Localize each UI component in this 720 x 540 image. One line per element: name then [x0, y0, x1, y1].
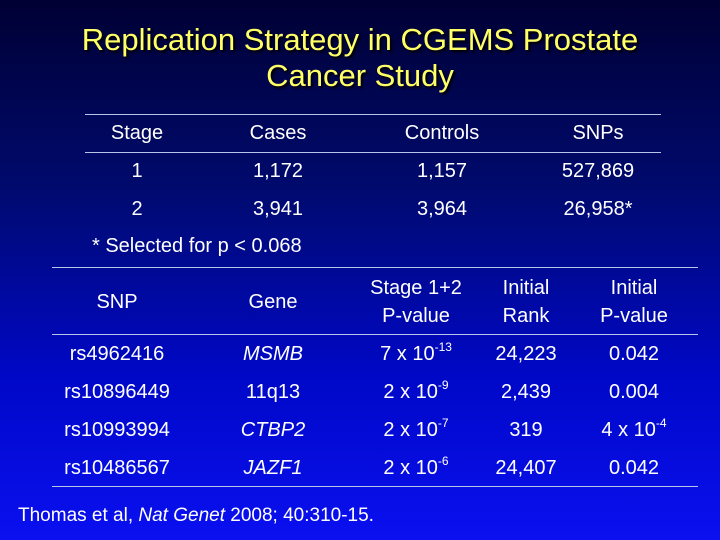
p-exponent: -4 [655, 416, 667, 430]
stage-cell: 2 [131, 198, 143, 220]
initial-p-value: 0.042 [609, 342, 659, 366]
initial-p-value: 0.042 [609, 456, 659, 480]
citation: Thomas et al, Nat Genet 2008; 40:310-15. [18, 505, 374, 527]
snp-id: rs10896449 [64, 381, 170, 403]
stage-cell: 3,964 [416, 198, 468, 220]
stage-footnote: * Selected for p < 0.068 [92, 235, 302, 257]
snp-header: P-value [600, 305, 668, 327]
gene-name: 11q13 [245, 381, 301, 403]
stage-cell: 527,869 [561, 160, 635, 182]
gene-name: CTBP2 [240, 419, 306, 441]
stage-header: SNPs [572, 122, 624, 144]
initial-p-value: 4 x 10-4 [601, 416, 667, 442]
snp-header: P-value [382, 305, 450, 327]
citation-journal: Nat Genet [138, 505, 225, 526]
p-base: 2 x 10 [383, 419, 438, 441]
p-exponent: -13 [434, 340, 452, 354]
stage-header: Stage [110, 122, 164, 144]
snp-header: Gene [248, 291, 298, 313]
snp-header: Initial [502, 277, 550, 299]
citation-authors: Thomas et al, [18, 505, 139, 526]
title-line-1: Replication Strategy in CGEMS Prostate [81, 22, 639, 57]
stage-cell: 3,941 [252, 198, 304, 220]
initial-rank: 2,439 [500, 381, 552, 403]
title-line-2: Cancer Study [266, 58, 454, 93]
snp-header: Initial [610, 277, 658, 299]
divider [85, 114, 661, 115]
p-base: 0.004 [608, 381, 660, 403]
stage-cell: 1,157 [416, 160, 468, 182]
p-exponent: -7 [437, 416, 449, 430]
p-base: 2 x 10 [383, 381, 438, 403]
snp-id: rs4962416 [69, 343, 165, 365]
divider [52, 334, 698, 335]
stage-cell: 26,958* [563, 198, 633, 220]
divider [85, 152, 661, 153]
initial-p-value: 0.004 [609, 380, 659, 404]
snp-header: SNP [96, 291, 138, 313]
stage-cell: 1 [131, 160, 143, 182]
p-exponent: -9 [437, 378, 449, 392]
stage-header: Controls [404, 122, 480, 144]
citation-rest: 2008; 40:310-15. [225, 505, 374, 526]
p-base: 4 x 10 [601, 419, 656, 441]
snp-header: Rank [502, 305, 550, 327]
initial-rank: 319 [509, 419, 543, 441]
snp-header: Stage 1+2 [370, 277, 462, 299]
initial-rank: 24,223 [495, 343, 557, 365]
divider [52, 486, 698, 487]
initial-rank: 24,407 [495, 457, 557, 479]
p-base: 2 x 10 [383, 457, 438, 479]
stage-p-value: 2 x 10-7 [383, 416, 449, 442]
stage-p-value: 2 x 10-6 [383, 454, 449, 480]
stage-header: Cases [249, 122, 307, 144]
stage-p-value: 7 x 10-13 [380, 340, 452, 366]
p-base: 0.042 [608, 343, 660, 365]
stage-p-value: 2 x 10-9 [383, 378, 449, 404]
snp-id: rs10993994 [64, 419, 170, 441]
gene-name: MSMB [243, 343, 303, 365]
p-exponent: -6 [437, 454, 449, 468]
p-base: 0.042 [608, 457, 660, 479]
p-base: 7 x 10 [380, 343, 435, 365]
stage-cell: 1,172 [252, 160, 304, 182]
slide-title: Replication Strategy in CGEMS Prostate C… [0, 22, 720, 94]
snp-id: rs10486567 [64, 457, 170, 479]
gene-name: JAZF1 [243, 457, 303, 479]
divider [52, 267, 698, 268]
